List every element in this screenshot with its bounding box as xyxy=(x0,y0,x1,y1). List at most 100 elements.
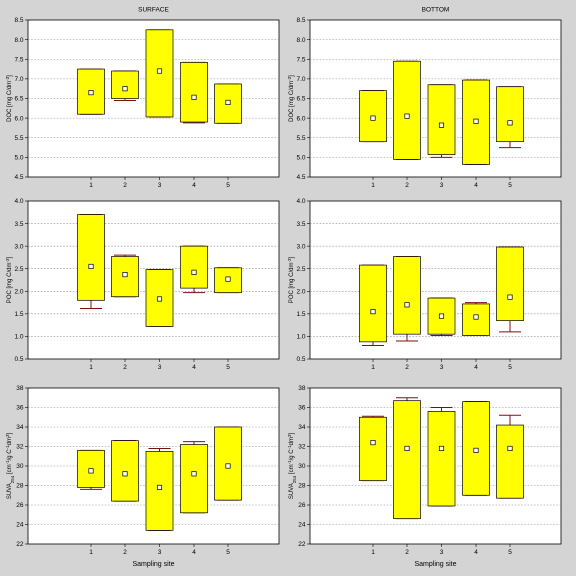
y-tick-label: 8.0 xyxy=(14,37,23,44)
x-tick-label: 2 xyxy=(123,364,127,371)
y-label-main: DOC [mg C/dm xyxy=(7,81,13,122)
y-tick-label: 7.5 xyxy=(296,56,305,63)
y-label-superscript: -3 xyxy=(5,76,10,80)
median-marker xyxy=(191,94,197,100)
x-tick-label: 1 xyxy=(371,549,375,556)
box-2 xyxy=(111,70,139,99)
y-label-superscript: 3 xyxy=(287,434,292,437)
y-label-part: ] xyxy=(289,256,295,258)
median-marker xyxy=(191,269,197,275)
x-tick-label: 1 xyxy=(89,549,93,556)
x-tick-label: 2 xyxy=(405,549,409,556)
y-label-part: dm xyxy=(289,437,295,445)
median-marker xyxy=(370,440,376,446)
box-2 xyxy=(393,400,421,519)
median-marker xyxy=(122,272,128,278)
median-marker xyxy=(191,471,197,477)
y-label-superscript: -3 xyxy=(287,76,292,80)
median-marker xyxy=(438,313,445,319)
y-tick-label: 4.0 xyxy=(296,198,305,205)
x-tick-label: 4 xyxy=(474,549,478,556)
x-tick-label: 3 xyxy=(440,549,444,556)
y-label-superscript: 3 xyxy=(5,434,10,437)
y-tick-label: 1.5 xyxy=(296,311,305,318)
x-tick-label: 1 xyxy=(371,364,375,371)
x-axis-label: Sampling site xyxy=(132,561,174,568)
box-2 xyxy=(393,256,421,335)
median-marker xyxy=(225,276,231,282)
y-tick-label: 0.5 xyxy=(296,356,305,363)
box-3 xyxy=(427,411,456,507)
median-marker xyxy=(507,445,513,452)
y-tick-label: 26 xyxy=(298,502,306,509)
median-marker xyxy=(507,120,513,126)
box-1 xyxy=(359,416,387,481)
y-tick-label: 22 xyxy=(16,541,24,548)
x-tick-label: 3 xyxy=(440,364,444,371)
panel-bottom-poc: 0.5 1.0 1.5 2.0 2.5 3.0 3.5 4.0 1 2 3 4 5 POC [mg C/d… xyxy=(287,198,562,371)
x-tick-label: 5 xyxy=(226,364,230,371)
median-marker xyxy=(507,294,513,300)
y-label-main: SUVA xyxy=(7,483,13,499)
y-tick-label: 1.5 xyxy=(14,311,23,318)
x-tick-label: 5 xyxy=(226,182,230,189)
y-label-part: [cm xyxy=(7,464,13,475)
x-tick-label: 3 xyxy=(158,364,162,371)
x-tick-label: 3 xyxy=(440,182,444,189)
x-tick-label: 2 xyxy=(123,182,127,189)
box-4 xyxy=(180,444,208,514)
y-tick-label: 2.5 xyxy=(14,266,23,273)
box-5 xyxy=(496,86,524,143)
y-label-part: [cm xyxy=(289,464,295,475)
x-tick-label: 5 xyxy=(508,549,512,556)
y-axis-label: DOC [mg C/dm-3] xyxy=(287,75,296,122)
y-tick-label: 28 xyxy=(16,483,24,490)
x-tick-label: 1 xyxy=(371,182,375,189)
median-marker xyxy=(473,447,479,453)
y-tick-label: 5.0 xyxy=(14,155,23,162)
y-tick-label: 7.5 xyxy=(14,56,23,63)
y-label-close: ] xyxy=(289,433,295,435)
y-tick-label: 24 xyxy=(298,522,306,529)
median-marker xyxy=(156,484,163,491)
y-label-part: /g C xyxy=(289,449,295,461)
y-label-main: DOC [mg C/dm xyxy=(289,81,295,122)
median-marker xyxy=(88,90,94,96)
y-label-superscript: -1 xyxy=(5,460,10,464)
median-marker xyxy=(404,302,410,308)
y-tick-label: 36 xyxy=(298,405,306,412)
x-tick-label: 2 xyxy=(405,364,409,371)
x-tick-label: 3 xyxy=(158,549,162,556)
y-label-superscript: -1 xyxy=(287,445,292,449)
y-tick-label: 36 xyxy=(16,405,24,412)
y-tick-label: 3.0 xyxy=(14,243,23,250)
panel-surface-poc: 0.5 1.0 1.5 2.0 2.5 3.0 3.5 4.0 1 2 3 4 5 POC [mg C/d… xyxy=(5,198,280,371)
y-tick-label: 28 xyxy=(298,483,306,490)
y-tick-label: 26 xyxy=(16,502,24,509)
y-tick-label: 4.0 xyxy=(14,198,23,205)
y-tick-label: 2.5 xyxy=(296,266,305,273)
y-tick-label: 2.0 xyxy=(296,288,305,295)
box-5 xyxy=(496,424,524,499)
median-marker xyxy=(225,463,231,469)
x-tick-label: 1 xyxy=(89,364,93,371)
y-tick-label: 38 xyxy=(298,385,306,392)
y-label-superscript: -1 xyxy=(287,460,292,464)
median-marker xyxy=(473,118,479,124)
y-tick-label: 6.5 xyxy=(296,96,305,103)
y-tick-label: 3.0 xyxy=(296,243,305,250)
y-label-superscript: -3 xyxy=(287,258,292,262)
box-5 xyxy=(496,246,524,321)
y-tick-label: 4.5 xyxy=(296,174,305,181)
y-label-main: POC [mg C/dm xyxy=(7,263,13,304)
y-tick-label: 8.5 xyxy=(14,17,23,24)
y-tick-label: 30 xyxy=(16,463,24,470)
y-tick-label: 1.0 xyxy=(296,334,305,341)
box-4 xyxy=(462,303,490,336)
x-tick-label: 4 xyxy=(474,364,478,371)
panel-surface-doc: 4.5 5.0 5.5 6.0 6.5 7.0 7.5 8.0 8.5 1 2 3 4 5 SURFACE D… xyxy=(5,7,280,189)
median-marker xyxy=(473,314,479,320)
